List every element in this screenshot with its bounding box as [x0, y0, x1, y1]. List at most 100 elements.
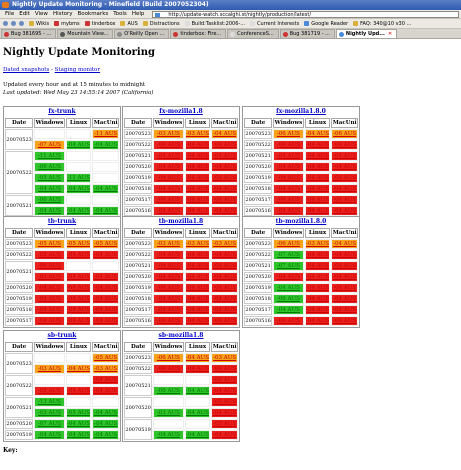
status-cell[interactable]: -04 AUS	[331, 206, 358, 216]
status-cell[interactable]: -03 AUS	[34, 364, 65, 374]
status-cell[interactable]: -04 AUS	[273, 283, 304, 293]
status-cell[interactable]: -04 AUS	[211, 184, 238, 194]
status-cell[interactable]: -04 AUS	[92, 305, 119, 315]
status-cell[interactable]: -07 AUS	[34, 419, 65, 429]
status-cell[interactable]: -13 AUS	[34, 397, 65, 407]
status-cell[interactable]: -06 AUS	[34, 162, 65, 172]
status-cell[interactable]: -04 AUS	[153, 151, 184, 161]
status-cell[interactable]: -05 AUS	[34, 173, 65, 183]
status-cell[interactable]: -04 AUS	[211, 151, 238, 161]
status-cell[interactable]: -07 AUS	[273, 250, 304, 260]
menu-tools[interactable]: Tools	[113, 11, 127, 17]
close-tab-icon[interactable]: ✕	[387, 31, 393, 37]
tab[interactable]: tinderbox: Fire...	[170, 29, 227, 38]
bookmark-item[interactable]: FAQ: 340@10 v30 ...	[353, 21, 411, 27]
status-cell[interactable]: -04 AUS	[304, 261, 331, 271]
status-cell[interactable]: -04 AUS	[211, 250, 238, 260]
status-cell[interactable]: -04 AUS	[184, 206, 211, 216]
status-cell[interactable]: -04 AUS	[304, 272, 331, 282]
status-cell[interactable]: -04 AUS	[211, 173, 238, 183]
status-cell[interactable]: -04 AUS	[331, 261, 358, 271]
status-cell[interactable]: -04 AUS	[211, 316, 238, 326]
status-cell[interactable]: -04 AUS	[34, 206, 65, 216]
url-bar[interactable]: http://update-watch.sccalghi.st/nightly/…	[152, 10, 459, 18]
menu-bookmarks[interactable]: Bookmarks	[77, 11, 109, 17]
status-cell[interactable]: -03 AUS	[153, 129, 184, 139]
table-title-link[interactable]: tb-mozilla1.8	[158, 218, 204, 225]
menu-view[interactable]: View	[34, 11, 48, 17]
status-cell[interactable]: -04 AUS	[211, 386, 238, 396]
status-cell[interactable]: -04 AUS	[153, 195, 184, 205]
bookmark-item[interactable]: AUS	[120, 21, 138, 27]
nav-back-icon[interactable]	[3, 21, 8, 26]
status-cell[interactable]: -04 AUS	[65, 206, 92, 216]
status-cell[interactable]: -04 AUS	[153, 184, 184, 194]
status-cell[interactable]: -04 AUS	[331, 195, 358, 205]
status-cell[interactable]: -04 AUS	[184, 353, 211, 363]
status-cell[interactable]: -04 AUS	[211, 364, 238, 374]
status-cell[interactable]: -04 AUS	[184, 294, 211, 304]
status-cell[interactable]: -04 AUS	[273, 206, 304, 216]
table-title-link[interactable]: sb-trunk	[47, 332, 77, 339]
status-cell[interactable]: -04 AUS	[304, 129, 331, 139]
status-cell[interactable]: -04 AUS	[92, 430, 119, 440]
menu-help[interactable]: Help	[131, 11, 145, 17]
status-cell[interactable]: -04 AUS	[92, 316, 119, 326]
bookmark-item[interactable]: tinderbox	[84, 21, 115, 27]
status-cell[interactable]: -03 AUS	[211, 353, 238, 363]
status-cell[interactable]: -04 AUS	[184, 364, 211, 374]
status-cell[interactable]: -04 AUS	[273, 305, 304, 315]
status-cell[interactable]: -04 AUS	[153, 283, 184, 293]
status-cell[interactable]: -04 AUS	[304, 151, 331, 161]
bookmark-item[interactable]: mybms	[54, 21, 80, 27]
status-cell[interactable]: -03 AUS	[34, 408, 65, 418]
status-cell[interactable]: -04 AUS	[331, 283, 358, 293]
status-cell[interactable]: -05 AUS	[92, 239, 119, 249]
status-cell[interactable]: -06 AUS	[153, 386, 184, 396]
status-cell[interactable]: -04 AUS	[273, 184, 304, 194]
status-cell[interactable]: -04 AUS	[304, 195, 331, 205]
status-cell[interactable]: -04 AUS	[273, 162, 304, 172]
status-cell[interactable]: -04 AUS	[65, 386, 92, 396]
status-cell[interactable]: -04 AUS	[211, 408, 238, 418]
status-cell[interactable]: -06 AUS	[273, 129, 304, 139]
status-cell[interactable]: -07 AUS	[34, 140, 65, 150]
status-cell[interactable]: -05 AUS	[92, 353, 119, 363]
status-cell[interactable]: -04 AUS	[34, 316, 65, 326]
table-title-link[interactable]: tb-trunk	[47, 218, 77, 225]
status-cell[interactable]: -04 AUS	[273, 140, 304, 150]
status-cell[interactable]: -04 AUS	[211, 162, 238, 172]
status-cell[interactable]: -04 AUS	[184, 140, 211, 150]
status-cell[interactable]: -03 AUS	[184, 129, 211, 139]
status-cell[interactable]: -04 AUS	[153, 294, 184, 304]
dated-snapshots-link[interactable]: Dated snapshots	[3, 67, 50, 73]
status-cell[interactable]: -06 AUS	[34, 195, 65, 205]
status-cell[interactable]: -04 AUS	[304, 206, 331, 216]
status-cell[interactable]: -04 AUS	[211, 272, 238, 282]
status-cell[interactable]: -04 AUS	[184, 430, 211, 440]
status-cell[interactable]: -05 AUS	[65, 239, 92, 249]
status-cell[interactable]: -04 AUS	[92, 419, 119, 429]
status-cell[interactable]: -04 AUS	[184, 195, 211, 205]
table-title-link[interactable]: sb-mozilla1.8	[158, 332, 204, 339]
menu-file[interactable]: File	[5, 11, 15, 17]
tab[interactable]: O'Reilly Open ...	[114, 29, 170, 38]
status-cell[interactable]: -04 AUS	[153, 261, 184, 271]
status-cell[interactable]: -04 AUS	[273, 151, 304, 161]
status-cell[interactable]: -04 AUS	[65, 419, 92, 429]
status-cell[interactable]: -06 AUS	[331, 129, 358, 139]
bookmark-item[interactable]: Build:Tasklist:2006-...	[184, 21, 245, 27]
status-cell[interactable]: -05 AUS	[65, 408, 92, 418]
status-cell[interactable]: -04 AUS	[65, 140, 92, 150]
status-cell[interactable]: -04 AUS	[304, 305, 331, 315]
status-cell[interactable]: -04 AUS	[331, 316, 358, 326]
tab-active[interactable]: Nightly Upd... ✕	[335, 29, 398, 38]
status-cell[interactable]: -04 AUS	[184, 173, 211, 183]
status-cell[interactable]: -04 AUS	[331, 239, 358, 249]
status-cell[interactable]: -04 AUS	[34, 184, 65, 194]
status-cell[interactable]: -11 AUS	[34, 151, 65, 161]
status-cell[interactable]: -04 AUS	[184, 184, 211, 194]
status-cell[interactable]: -04 AUS	[273, 316, 304, 326]
status-cell[interactable]: -04 AUS	[153, 140, 184, 150]
status-cell[interactable]: -04 AUS	[331, 294, 358, 304]
